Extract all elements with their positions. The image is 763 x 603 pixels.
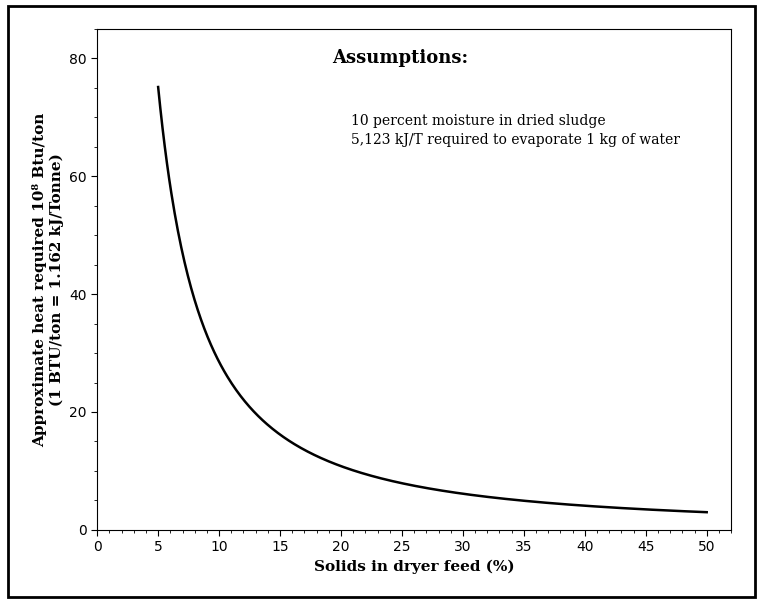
Text: 10 percent moisture in dried sludge
5,123 kJ/T required to evaporate 1 kg of wat: 10 percent moisture in dried sludge 5,12… <box>351 114 680 147</box>
Text: Assumptions:: Assumptions: <box>332 49 468 67</box>
X-axis label: Solids in dryer feed (%): Solids in dryer feed (%) <box>314 560 514 574</box>
Y-axis label: Approximate heat required 10⁸ Btu/ton
(1 BTU/ton = 1.162 kJ/Tonne): Approximate heat required 10⁸ Btu/ton (1… <box>32 112 63 446</box>
